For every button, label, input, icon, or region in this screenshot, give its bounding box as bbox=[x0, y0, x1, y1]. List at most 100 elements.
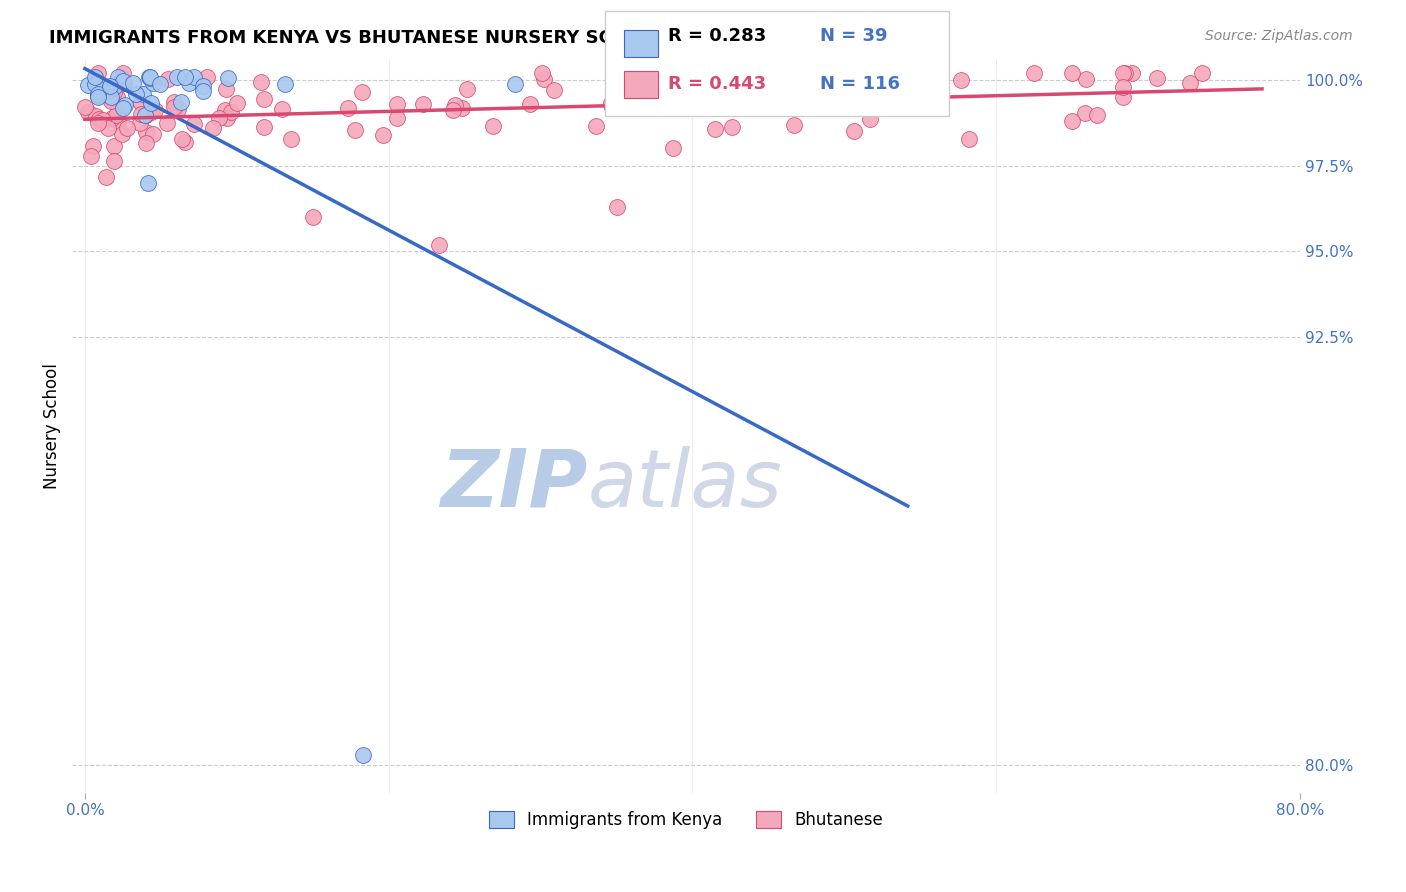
Point bbox=[149, 78, 172, 92]
Point bbox=[1024, 66, 1046, 80]
Point bbox=[156, 116, 179, 130]
Point bbox=[219, 104, 242, 119]
Point bbox=[654, 80, 676, 95]
Point bbox=[350, 86, 373, 100]
Point bbox=[111, 128, 134, 142]
Point bbox=[111, 71, 134, 86]
Point bbox=[100, 94, 122, 108]
Point bbox=[253, 92, 276, 106]
Point bbox=[114, 98, 136, 112]
Point bbox=[98, 83, 121, 97]
Point bbox=[1062, 66, 1084, 80]
Text: IMMIGRANTS FROM KENYA VS BHUTANESE NURSERY SCHOOL CORRELATION CHART: IMMIGRANTS FROM KENYA VS BHUTANESE NURSE… bbox=[49, 29, 890, 46]
Point bbox=[139, 70, 162, 84]
Point bbox=[103, 80, 125, 95]
Point bbox=[100, 90, 122, 104]
Point bbox=[103, 139, 125, 153]
Point bbox=[142, 127, 165, 141]
Point bbox=[174, 70, 197, 84]
Point bbox=[101, 80, 124, 95]
Point bbox=[112, 76, 135, 90]
Point bbox=[1121, 66, 1143, 80]
Point bbox=[195, 70, 218, 85]
Point bbox=[125, 87, 148, 101]
Point bbox=[112, 74, 135, 88]
Point bbox=[352, 747, 374, 762]
Text: Source: ZipAtlas.com: Source: ZipAtlas.com bbox=[1205, 29, 1353, 43]
Point bbox=[80, 149, 103, 163]
Point bbox=[681, 71, 703, 86]
Point bbox=[112, 101, 135, 115]
Point bbox=[103, 85, 125, 99]
Point bbox=[132, 87, 155, 101]
Point bbox=[138, 70, 160, 84]
Point bbox=[166, 102, 188, 116]
Point bbox=[889, 94, 911, 108]
Point bbox=[274, 77, 297, 91]
Text: atlas: atlas bbox=[588, 446, 783, 524]
Point bbox=[98, 79, 121, 94]
Point bbox=[107, 102, 129, 116]
Point bbox=[142, 76, 165, 90]
Point bbox=[1112, 66, 1135, 80]
Point bbox=[136, 176, 159, 190]
Point bbox=[82, 139, 104, 153]
Point bbox=[87, 88, 110, 103]
Point bbox=[183, 70, 205, 84]
Point bbox=[385, 96, 408, 111]
Point bbox=[669, 67, 692, 81]
Point bbox=[630, 68, 652, 82]
Point bbox=[859, 112, 882, 127]
Point bbox=[1074, 71, 1097, 86]
Point bbox=[139, 71, 162, 86]
Point bbox=[94, 170, 117, 185]
Point bbox=[107, 113, 129, 128]
Point bbox=[280, 132, 302, 146]
Point bbox=[177, 76, 200, 90]
Point bbox=[451, 102, 474, 116]
Point bbox=[215, 81, 238, 95]
Point bbox=[134, 107, 156, 121]
Point bbox=[202, 121, 225, 136]
Point bbox=[253, 120, 276, 135]
Point bbox=[336, 101, 359, 115]
Point bbox=[135, 136, 157, 150]
Point bbox=[665, 88, 688, 103]
Point bbox=[519, 97, 541, 112]
Point bbox=[87, 116, 110, 130]
Point bbox=[1146, 70, 1168, 85]
Point bbox=[755, 84, 778, 98]
Point bbox=[605, 200, 627, 214]
Point bbox=[103, 154, 125, 169]
Text: N = 116: N = 116 bbox=[820, 75, 900, 93]
Point bbox=[163, 95, 186, 110]
Point bbox=[135, 125, 157, 139]
Point bbox=[139, 96, 162, 111]
Point bbox=[105, 108, 128, 122]
Point bbox=[86, 82, 108, 96]
Point bbox=[89, 112, 111, 126]
Point bbox=[661, 141, 683, 155]
Point bbox=[91, 112, 114, 127]
Point bbox=[1114, 66, 1136, 80]
Point bbox=[427, 237, 450, 252]
Point bbox=[721, 120, 744, 135]
Point bbox=[107, 105, 129, 120]
Point bbox=[671, 88, 693, 103]
Point bbox=[441, 103, 464, 118]
Point bbox=[214, 103, 236, 117]
Point bbox=[1112, 79, 1135, 94]
Point bbox=[1062, 113, 1084, 128]
Point bbox=[217, 111, 239, 125]
Point bbox=[713, 81, 735, 95]
Point bbox=[183, 117, 205, 131]
Point bbox=[371, 128, 394, 143]
Point bbox=[621, 91, 644, 105]
Point bbox=[129, 96, 152, 111]
Point bbox=[217, 71, 239, 86]
Point bbox=[163, 100, 186, 114]
Point bbox=[600, 98, 623, 112]
Point bbox=[1112, 90, 1135, 104]
Point bbox=[121, 76, 143, 90]
Point bbox=[950, 73, 973, 87]
